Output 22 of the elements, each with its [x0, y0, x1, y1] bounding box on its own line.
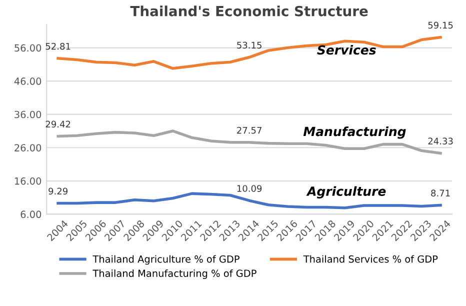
- y-tick-label: 6.00: [20, 210, 42, 218]
- data-label: 10.09: [237, 185, 262, 192]
- data-label: 27.57: [237, 126, 262, 134]
- annotation: Agriculture: [306, 186, 386, 198]
- data-label: 59.15: [428, 22, 453, 29]
- y-tick-label: 46.00: [14, 78, 42, 85]
- legend-label: Thailand Agriculture % of GDP: [92, 255, 240, 265]
- y-tick-label: 16.00: [14, 177, 42, 185]
- data-label: 9.29: [48, 188, 68, 195]
- y-tick-label: 36.00: [14, 110, 42, 118]
- annotation: Manufacturing: [303, 126, 406, 139]
- y-tick-label: 26.00: [14, 144, 42, 152]
- annotation: Services: [317, 44, 376, 55]
- data-label: 52.81: [46, 42, 70, 50]
- data-label: 24.33: [428, 138, 453, 144]
- legend-label: Thailand Manufacturing % of GDP: [92, 269, 256, 279]
- y-tick-label: 56.00: [14, 44, 42, 52]
- data-label: 8.71: [431, 190, 450, 196]
- data-label: 53.15: [237, 42, 262, 49]
- data-label: 29.42: [46, 120, 70, 128]
- legend-label: Thailand Services % of GDP: [303, 255, 438, 263]
- chart-title: Thailand's Economic Structure: [130, 6, 368, 16]
